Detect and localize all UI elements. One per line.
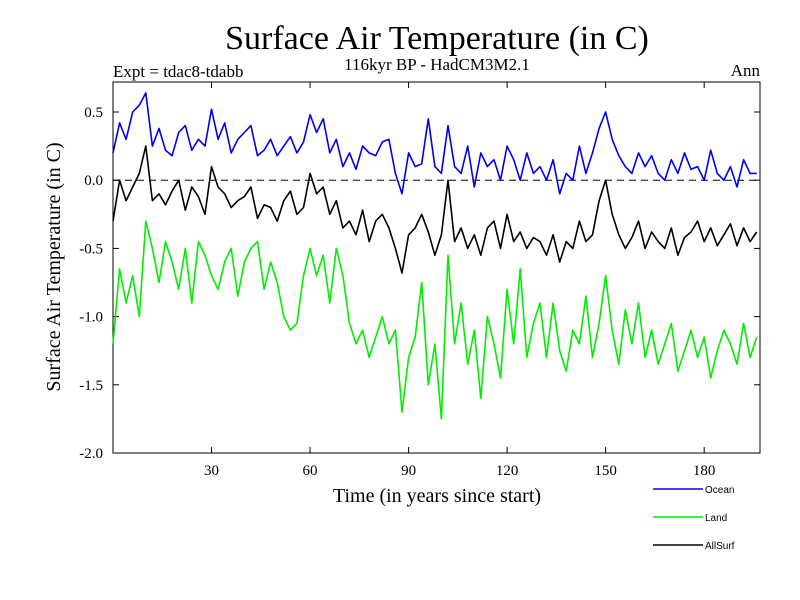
series-line-land: [112, 220, 758, 420]
x-axis-label: Time (in years since start): [333, 485, 541, 507]
plot-frame: [112, 81, 761, 454]
chart-subtitle: 116kyr BP - HadCM3M2.1: [344, 55, 530, 74]
y-tick-label: -1.0: [79, 310, 103, 326]
y-tick-label: -1.5: [79, 378, 103, 394]
y-tick-label: -0.5: [79, 241, 103, 257]
y-tick-label: 0.0: [84, 173, 103, 189]
legend: Ocean Land AllSurf: [653, 485, 735, 552]
series-line-ocean: [112, 92, 757, 195]
x-tick-label: 150: [594, 463, 617, 479]
season-label: Ann: [731, 61, 761, 80]
y-axis-label: Surface Air Temperature (in C): [43, 142, 65, 391]
chart-title: Surface Air Temperature (in C): [225, 20, 649, 57]
y-tick-label: -2.0: [79, 446, 103, 462]
legend-label-land: Land: [705, 513, 727, 524]
x-tick-label: 30: [204, 463, 219, 479]
x-tick-label: 120: [496, 463, 519, 479]
legend-label-allsurf: AllSurf: [705, 541, 735, 552]
series-line-allsurf: [112, 145, 758, 274]
y-tick-label: 0.5: [84, 105, 103, 121]
x-tick-label: 60: [303, 463, 318, 479]
x-tick-label: 180: [693, 463, 716, 479]
series-group: [112, 92, 758, 420]
legend-label-ocean: Ocean: [705, 485, 734, 496]
x-axis: 30 60 90 120 150 180: [204, 82, 715, 479]
experiment-label: Expt = tdac8-tdabb: [113, 62, 243, 81]
x-tick-label: 90: [401, 463, 416, 479]
y-axis: 0.5 0.0 -0.5 -1.0 -1.5 -2.0: [79, 105, 760, 462]
